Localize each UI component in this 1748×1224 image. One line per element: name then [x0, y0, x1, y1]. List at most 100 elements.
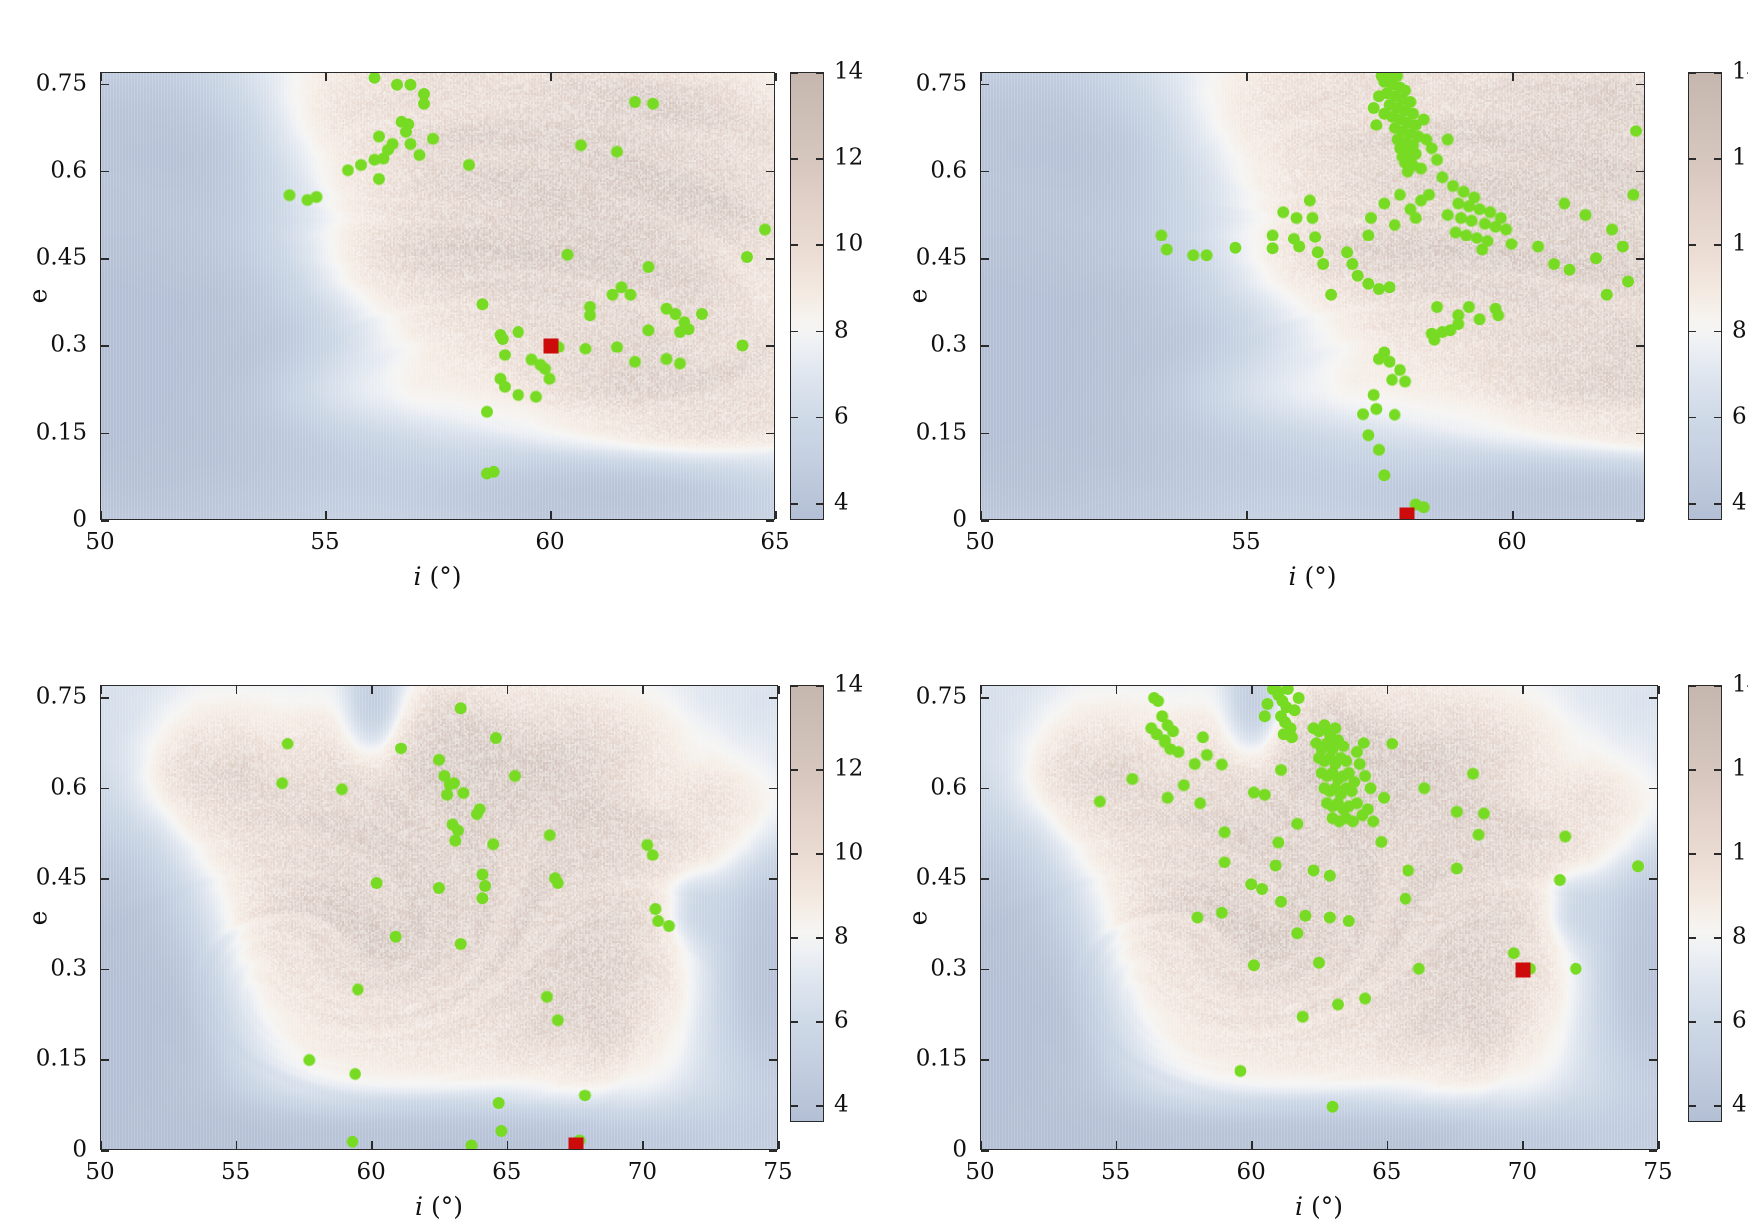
colorbar-tick-mark-right [1714, 937, 1721, 939]
y-tick-label: 0.15 [915, 1045, 967, 1072]
colorbar-top-right [1688, 72, 1722, 520]
colorbar-tick-mark-left [1689, 158, 1696, 160]
colorbar-tick-label: 12 [1732, 755, 1748, 782]
colorbar-tick-mark-left [791, 937, 798, 939]
y-tick-label: 0.45 [35, 244, 87, 271]
x-tick-mark [980, 1141, 982, 1149]
y-tick-label: 0.75 [35, 70, 87, 97]
x-axis-unit: (°) [421, 562, 462, 591]
y-tick-mark [101, 1059, 109, 1061]
x-tick-mark [1246, 511, 1248, 519]
y-tick-mark [981, 520, 989, 522]
y-tick-mark [981, 83, 989, 86]
y-tick-label: 0.6 [50, 157, 87, 184]
colorbar-tick-mark-right [1714, 416, 1721, 419]
x-tick-mark-top [1658, 686, 1660, 694]
raster-stripes-overlay [981, 686, 1657, 1149]
colorbar-tick-label: 6 [1732, 1007, 1747, 1034]
x-tick-mark [1658, 1141, 1660, 1149]
y-tick-label: 0.6 [930, 774, 967, 801]
y-tick-mark-right [1649, 787, 1657, 790]
y-tick-mark [981, 968, 989, 971]
x-tick-mark [100, 1141, 102, 1149]
colorbar-tick-label: 10 [834, 230, 864, 257]
y-tick-mark-right [1636, 520, 1644, 522]
colorbar-tick-mark-right [1714, 330, 1721, 333]
y-tick-mark-right [1636, 345, 1644, 347]
x-tick-mark [371, 1141, 373, 1149]
colorbar-tick-label: 10 [1732, 839, 1748, 866]
colorbar-tick-mark-right [816, 1021, 823, 1023]
plot-area-top-right [980, 72, 1645, 520]
colorbar-tick-mark-left [791, 1105, 798, 1107]
x-tick-mark [550, 511, 552, 519]
colorbar-tick-label: 8 [1732, 923, 1747, 950]
y-tick-mark-right [769, 878, 777, 880]
y-tick-mark-right [1636, 432, 1644, 435]
x-tick-mark-top [1115, 686, 1118, 694]
raster-stripes-overlay [101, 686, 777, 1149]
x-axis-variable: i [413, 562, 422, 591]
x-tick-label: 55 [220, 1159, 251, 1185]
y-tick-mark [981, 787, 989, 790]
y-tick-label: 0.15 [915, 419, 967, 446]
colorbar-tick-mark-right [816, 503, 823, 505]
x-tick-label: 60 [1497, 529, 1527, 555]
colorbar-tick-mark-right [1714, 244, 1721, 246]
colorbar-tick-label: 12 [834, 755, 864, 782]
x-axis-variable: i [415, 1192, 424, 1221]
x-tick-mark [1251, 1141, 1253, 1149]
x-axis-variable: i [1288, 562, 1297, 591]
reference-square-marker-bottom-left [568, 1137, 584, 1149]
y-tick-mark-right [766, 432, 774, 435]
colorbar-tick-label: 12 [1732, 144, 1748, 171]
stability-map-canvas-bottom-left [101, 686, 777, 1149]
reference-square-marker-top-right [1399, 507, 1415, 519]
colorbar-bottom-left [790, 685, 824, 1122]
y-tick-label: 0.15 [35, 1045, 87, 1072]
x-tick-mark [506, 1141, 509, 1149]
x-tick-mark-top [100, 73, 102, 81]
y-tick-mark [981, 1059, 989, 1061]
colorbar-tick-mark-left [791, 503, 798, 505]
y-tick-mark [981, 432, 989, 435]
colorbar-tick-mark-right [816, 416, 823, 419]
y-tick-mark-right [1649, 1059, 1657, 1061]
colorbar-bottom-right [1688, 685, 1722, 1122]
colorbar-tick-mark-right [1714, 1105, 1721, 1107]
colorbar-tick-mark-right [816, 330, 823, 333]
y-tick-mark-right [769, 697, 777, 699]
x-tick-mark-top [100, 686, 102, 694]
x-tick-label: 60 [535, 529, 565, 555]
plot-area-bottom-left [100, 685, 778, 1150]
x-tick-mark-top [506, 686, 509, 694]
y-tick-mark [101, 345, 109, 347]
colorbar-tick-mark-left [791, 853, 798, 855]
colorbar-tick-label: 4 [1732, 1091, 1747, 1118]
y-tick-label: 0 [72, 506, 87, 533]
colorbar-tick-label: 4 [834, 489, 849, 516]
colorbar-tick-label: 6 [1732, 403, 1747, 430]
colorbar-tick-mark-right [816, 72, 823, 74]
x-axis-unit: (°) [1303, 1192, 1343, 1221]
colorbar-top-left [790, 72, 824, 520]
colorbar-tick-label: 12 [834, 144, 864, 171]
y-tick-label: 0 [952, 1136, 967, 1163]
colorbar-tick-mark-left [1689, 244, 1696, 246]
plot-area-top-left [100, 72, 775, 520]
x-tick-label: 55 [310, 529, 340, 555]
x-tick-mark-top [1246, 73, 1248, 81]
x-tick-label: 60 [356, 1159, 386, 1185]
y-tick-label: 0.45 [915, 244, 967, 271]
colorbar-tick-label: 14 [834, 58, 864, 85]
x-tick-label: 50 [85, 1159, 115, 1185]
x-tick-mark-top [1512, 73, 1514, 81]
reference-square-marker-bottom-right [1515, 962, 1531, 978]
colorbar-tick-label: 14 [1732, 58, 1748, 85]
colorbar-tick-mark-left [791, 1021, 798, 1023]
colorbar-tick-label: 10 [1732, 230, 1748, 257]
y-tick-mark-right [769, 968, 777, 971]
y-tick-label: 0.6 [930, 157, 967, 184]
x-tick-label: 50 [965, 529, 995, 555]
